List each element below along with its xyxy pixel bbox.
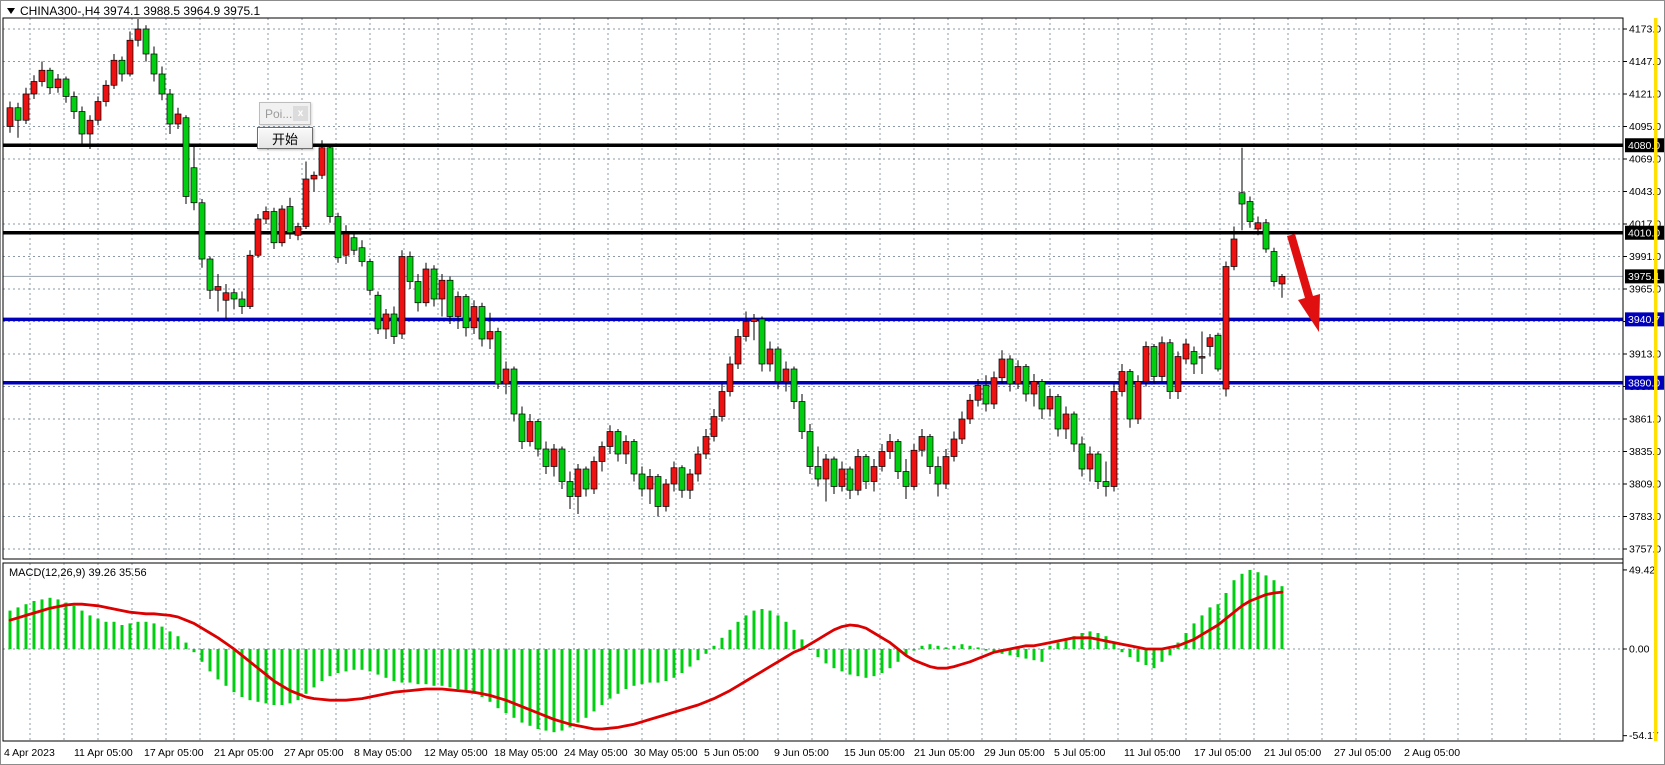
- candles: [6, 19, 1286, 517]
- svg-text:15 Jun 05:00: 15 Jun 05:00: [844, 747, 905, 759]
- svg-text:4147.0: 4147.0: [1629, 56, 1661, 68]
- svg-text:17 Jul 05:00: 17 Jul 05:00: [1194, 747, 1251, 759]
- svg-text:3940.7: 3940.7: [1628, 314, 1660, 326]
- symbol-dropdown-icon[interactable]: [7, 8, 15, 14]
- svg-text:17 Apr 05:00: 17 Apr 05:00: [144, 747, 204, 759]
- ea-dialog: Poi... x 开始: [257, 102, 313, 149]
- chart-title-bar: CHINA300-,H4 3974.1 3988.5 3964.9 3975.1: [7, 4, 260, 18]
- macd-signal-line: [8, 590, 1284, 731]
- macd-panel: MACD(12,26,9) 39.26 35.56: [2, 562, 1624, 742]
- svg-text:3835.0: 3835.0: [1629, 446, 1661, 458]
- svg-text:3757.0: 3757.0: [1629, 544, 1661, 556]
- svg-text:4 Apr 2023: 4 Apr 2023: [4, 747, 55, 759]
- ea-dialog-titlebar[interactable]: Poi... x: [259, 102, 311, 125]
- chart-title-text: CHINA300-,H4 3974.1 3988.5 3964.9 3975.1: [20, 4, 261, 18]
- svg-text:4043.0: 4043.0: [1629, 186, 1661, 198]
- svg-text:4121.0: 4121.0: [1629, 89, 1661, 101]
- svg-text:8 May 05:00: 8 May 05:00: [354, 747, 412, 759]
- svg-text:3975.1: 3975.1: [1628, 271, 1660, 283]
- svg-text:29 Jun 05:00: 29 Jun 05:00: [984, 747, 1045, 759]
- svg-text:5 Jul 05:00: 5 Jul 05:00: [1054, 747, 1106, 759]
- time-axis: 4 Apr 2023 11 Apr 05:00 17 Apr 05:00 21 Apr…: [4, 747, 1460, 759]
- svg-text:30 May 05:00: 30 May 05:00: [634, 747, 698, 759]
- svg-text:27 Jul 05:00: 27 Jul 05:00: [1334, 747, 1391, 759]
- svg-text:5 Jun 05:00: 5 Jun 05:00: [704, 747, 759, 759]
- svg-text:21 Jul 05:00: 21 Jul 05:00: [1264, 747, 1321, 759]
- svg-text:4173.0: 4173.0: [1629, 24, 1661, 36]
- svg-text:11 Apr 05:00: 11 Apr 05:00: [74, 747, 133, 759]
- svg-text:-54.17: -54.17: [1629, 730, 1659, 742]
- svg-text:3783.0: 3783.0: [1629, 511, 1661, 523]
- svg-text:11 Jul 05:00: 11 Jul 05:00: [1124, 747, 1181, 759]
- svg-text:21 Apr 05:00: 21 Apr 05:00: [214, 747, 274, 759]
- svg-text:24 May 05:00: 24 May 05:00: [564, 747, 628, 759]
- ea-dialog-title: Poi...: [265, 106, 293, 121]
- svg-text:3861.0: 3861.0: [1629, 414, 1661, 426]
- svg-text:27 Apr 05:00: 27 Apr 05:00: [284, 747, 344, 759]
- down-arrow-annotation: [1287, 234, 1320, 332]
- svg-text:2 Aug 05:00: 2 Aug 05:00: [1404, 747, 1460, 759]
- yellow-scroll-strip: [1654, 18, 1658, 741]
- svg-text:3890.0: 3890.0: [1628, 377, 1660, 389]
- svg-text:0.00: 0.00: [1629, 644, 1650, 656]
- svg-text:12 May 05:00: 12 May 05:00: [424, 747, 488, 759]
- svg-text:3913.0: 3913.0: [1629, 349, 1661, 361]
- svg-text:21 Jun 05:00: 21 Jun 05:00: [914, 747, 975, 759]
- svg-text:3991.0: 3991.0: [1629, 251, 1661, 263]
- svg-text:3809.0: 3809.0: [1629, 479, 1661, 491]
- close-icon[interactable]: x: [293, 106, 308, 121]
- svg-text:4080.0: 4080.0: [1628, 140, 1660, 152]
- svg-text:4095.0: 4095.0: [1629, 121, 1661, 133]
- svg-text:3965.0: 3965.0: [1629, 284, 1661, 296]
- svg-text:MACD(12,26,9) 39.26 35.56: MACD(12,26,9) 39.26 35.56: [9, 567, 147, 579]
- start-button[interactable]: 开始: [257, 127, 313, 149]
- svg-text:49.42: 49.42: [1629, 564, 1655, 576]
- svg-text:9 Jun 05:00: 9 Jun 05:00: [774, 747, 829, 759]
- svg-text:18 May 05:00: 18 May 05:00: [494, 747, 558, 759]
- svg-text:4069.0: 4069.0: [1629, 154, 1661, 166]
- svg-text:4010.0: 4010.0: [1628, 227, 1660, 239]
